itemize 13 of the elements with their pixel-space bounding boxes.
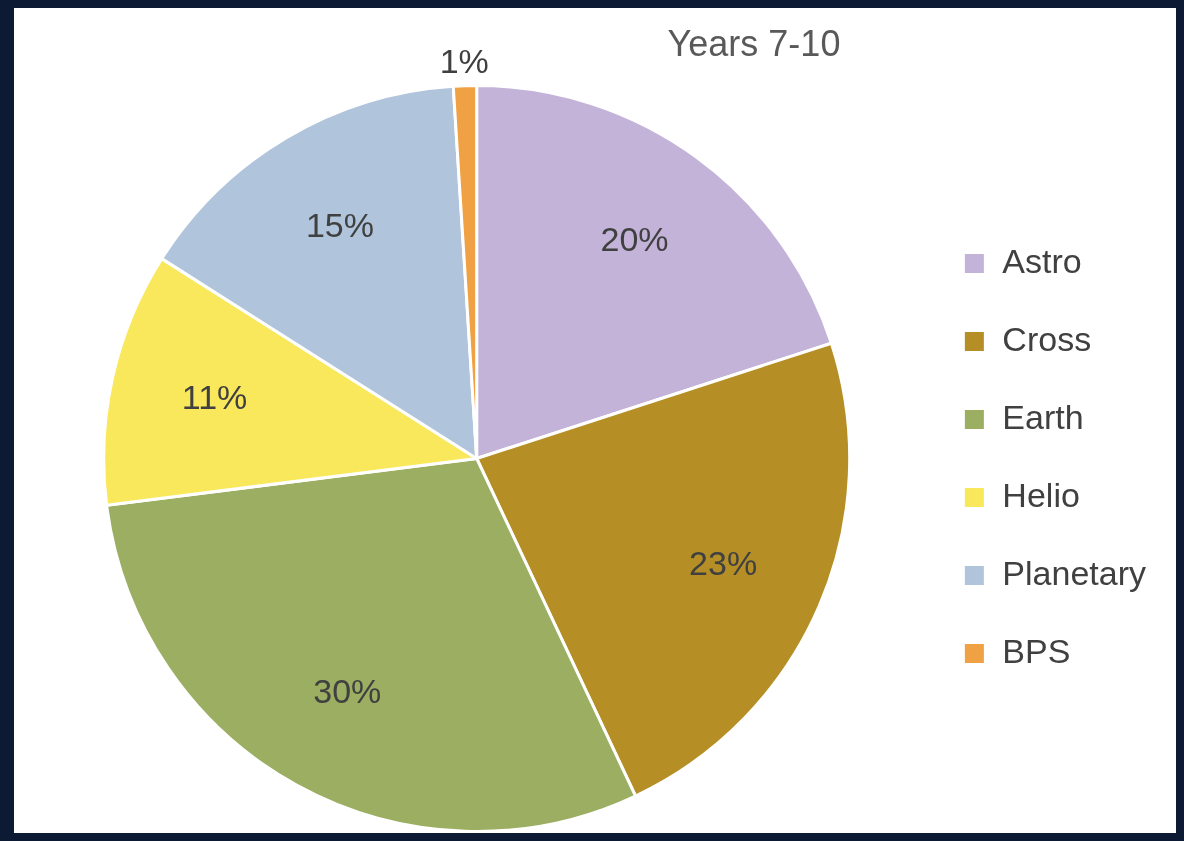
chart-title: Years 7-10 xyxy=(667,22,841,64)
legend-label: BPS xyxy=(1002,631,1071,670)
data-label: 23% xyxy=(689,543,758,582)
legend-label: Helio xyxy=(1002,475,1080,514)
legend-label: Planetary xyxy=(1002,553,1146,592)
data-label: 15% xyxy=(305,205,374,244)
data-label: 20% xyxy=(600,219,669,258)
legend-label: Astro xyxy=(1002,241,1082,280)
data-label: 1% xyxy=(439,42,489,81)
data-label: 30% xyxy=(313,672,382,711)
data-label: 11% xyxy=(181,378,248,417)
legend-label: Cross xyxy=(1002,319,1092,358)
legend-label: Earth xyxy=(1002,397,1084,436)
